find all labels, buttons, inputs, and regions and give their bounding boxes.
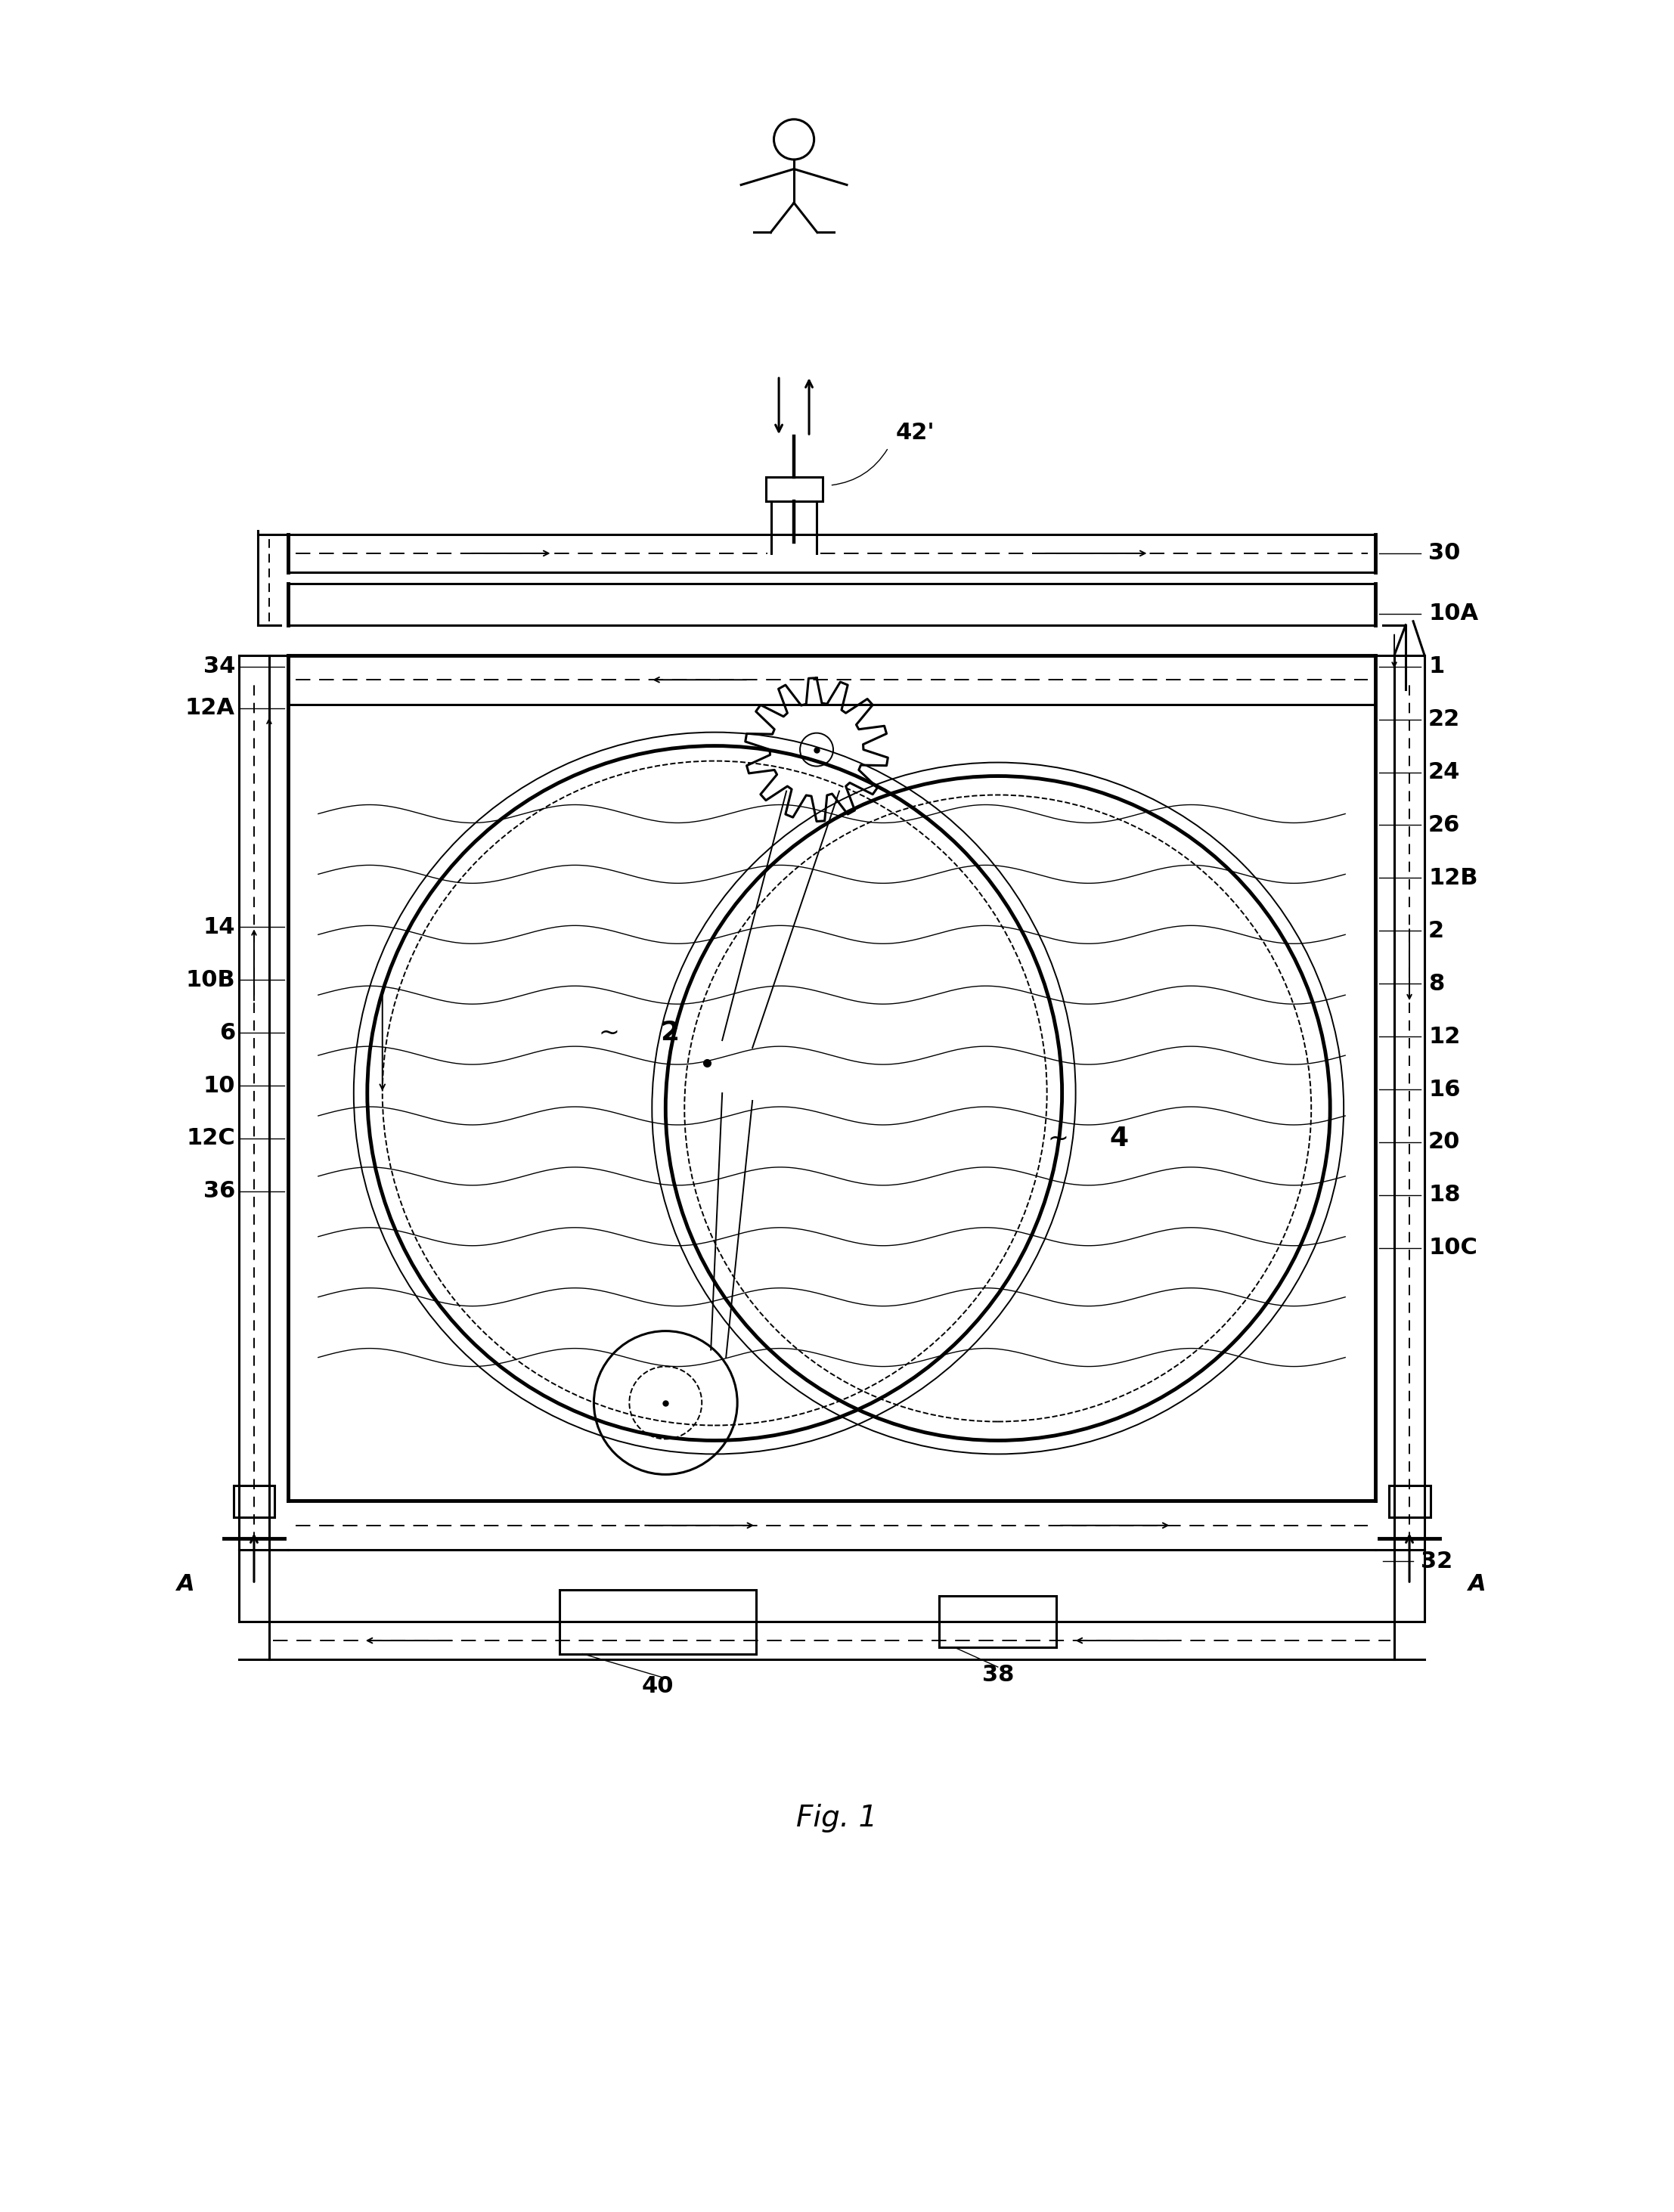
Bar	[233, 1486, 275, 1517]
Text: 4: 4	[1110, 1126, 1128, 1150]
Text: 10C: 10C	[1428, 1237, 1478, 1259]
Text: 26: 26	[1428, 814, 1460, 836]
Text: ~: ~	[598, 1020, 619, 1046]
Text: 36: 36	[203, 1181, 234, 1203]
Bar	[765, 478, 822, 502]
Text: ~: ~	[1048, 1126, 1068, 1150]
Text: 34: 34	[203, 655, 234, 677]
Text: 16: 16	[1428, 1079, 1460, 1099]
Bar	[1389, 1486, 1430, 1517]
Text: 10B: 10B	[186, 969, 234, 991]
Text: 10: 10	[203, 1075, 234, 1097]
Bar	[939, 1597, 1056, 1648]
Text: 42': 42'	[896, 422, 936, 442]
Text: 10A: 10A	[1428, 602, 1478, 624]
Text: 12: 12	[1428, 1026, 1460, 1048]
Text: 38: 38	[983, 1663, 1014, 1686]
Text: 24: 24	[1428, 761, 1460, 783]
Text: 1: 1	[1428, 655, 1445, 677]
Text: A: A	[1468, 1573, 1487, 1595]
Text: 12A: 12A	[186, 697, 234, 719]
Text: 30: 30	[1428, 542, 1460, 564]
Text: 40: 40	[641, 1674, 675, 1697]
Text: A: A	[177, 1573, 194, 1595]
Text: 18: 18	[1428, 1183, 1460, 1206]
Text: 32: 32	[1421, 1551, 1453, 1573]
Text: 20: 20	[1428, 1130, 1460, 1152]
Text: Fig. 1: Fig. 1	[797, 1803, 877, 1832]
Text: 2: 2	[1428, 920, 1445, 942]
Text: 12C: 12C	[186, 1128, 234, 1150]
Bar	[559, 1590, 757, 1655]
Text: 2: 2	[660, 1020, 680, 1046]
Text: 12B: 12B	[1428, 867, 1478, 889]
Text: 14: 14	[203, 916, 234, 938]
Text: 22: 22	[1428, 708, 1460, 730]
Text: 6: 6	[219, 1022, 234, 1044]
Text: 8: 8	[1428, 973, 1445, 995]
